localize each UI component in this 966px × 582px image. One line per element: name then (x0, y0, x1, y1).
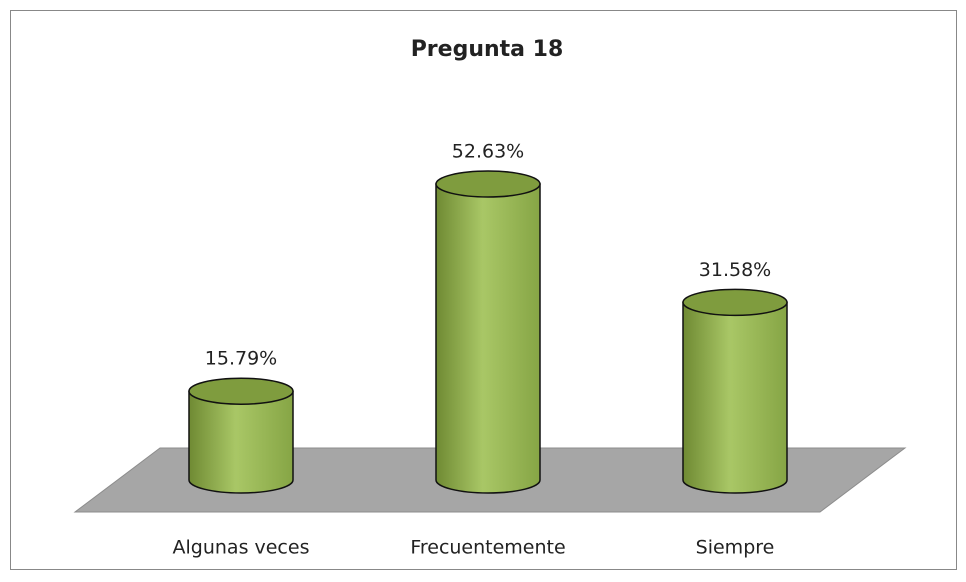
cylinder-body (682, 301, 788, 494)
data-label: 15.79% (205, 348, 277, 370)
cylinder-top (188, 377, 294, 405)
x-tick-label: Siempre (696, 537, 775, 559)
data-label: 31.58% (699, 259, 771, 281)
x-tick-label: Frecuentemente (410, 537, 565, 559)
cylinder-top (435, 170, 541, 198)
data-label: 52.63% (452, 141, 524, 163)
cylinder-top (682, 288, 788, 317)
cylinder-body (435, 183, 541, 494)
x-tick-label: Algunas veces (173, 537, 310, 559)
chart-title: Pregunta 18 (411, 37, 564, 62)
cylinder-body (188, 390, 294, 494)
